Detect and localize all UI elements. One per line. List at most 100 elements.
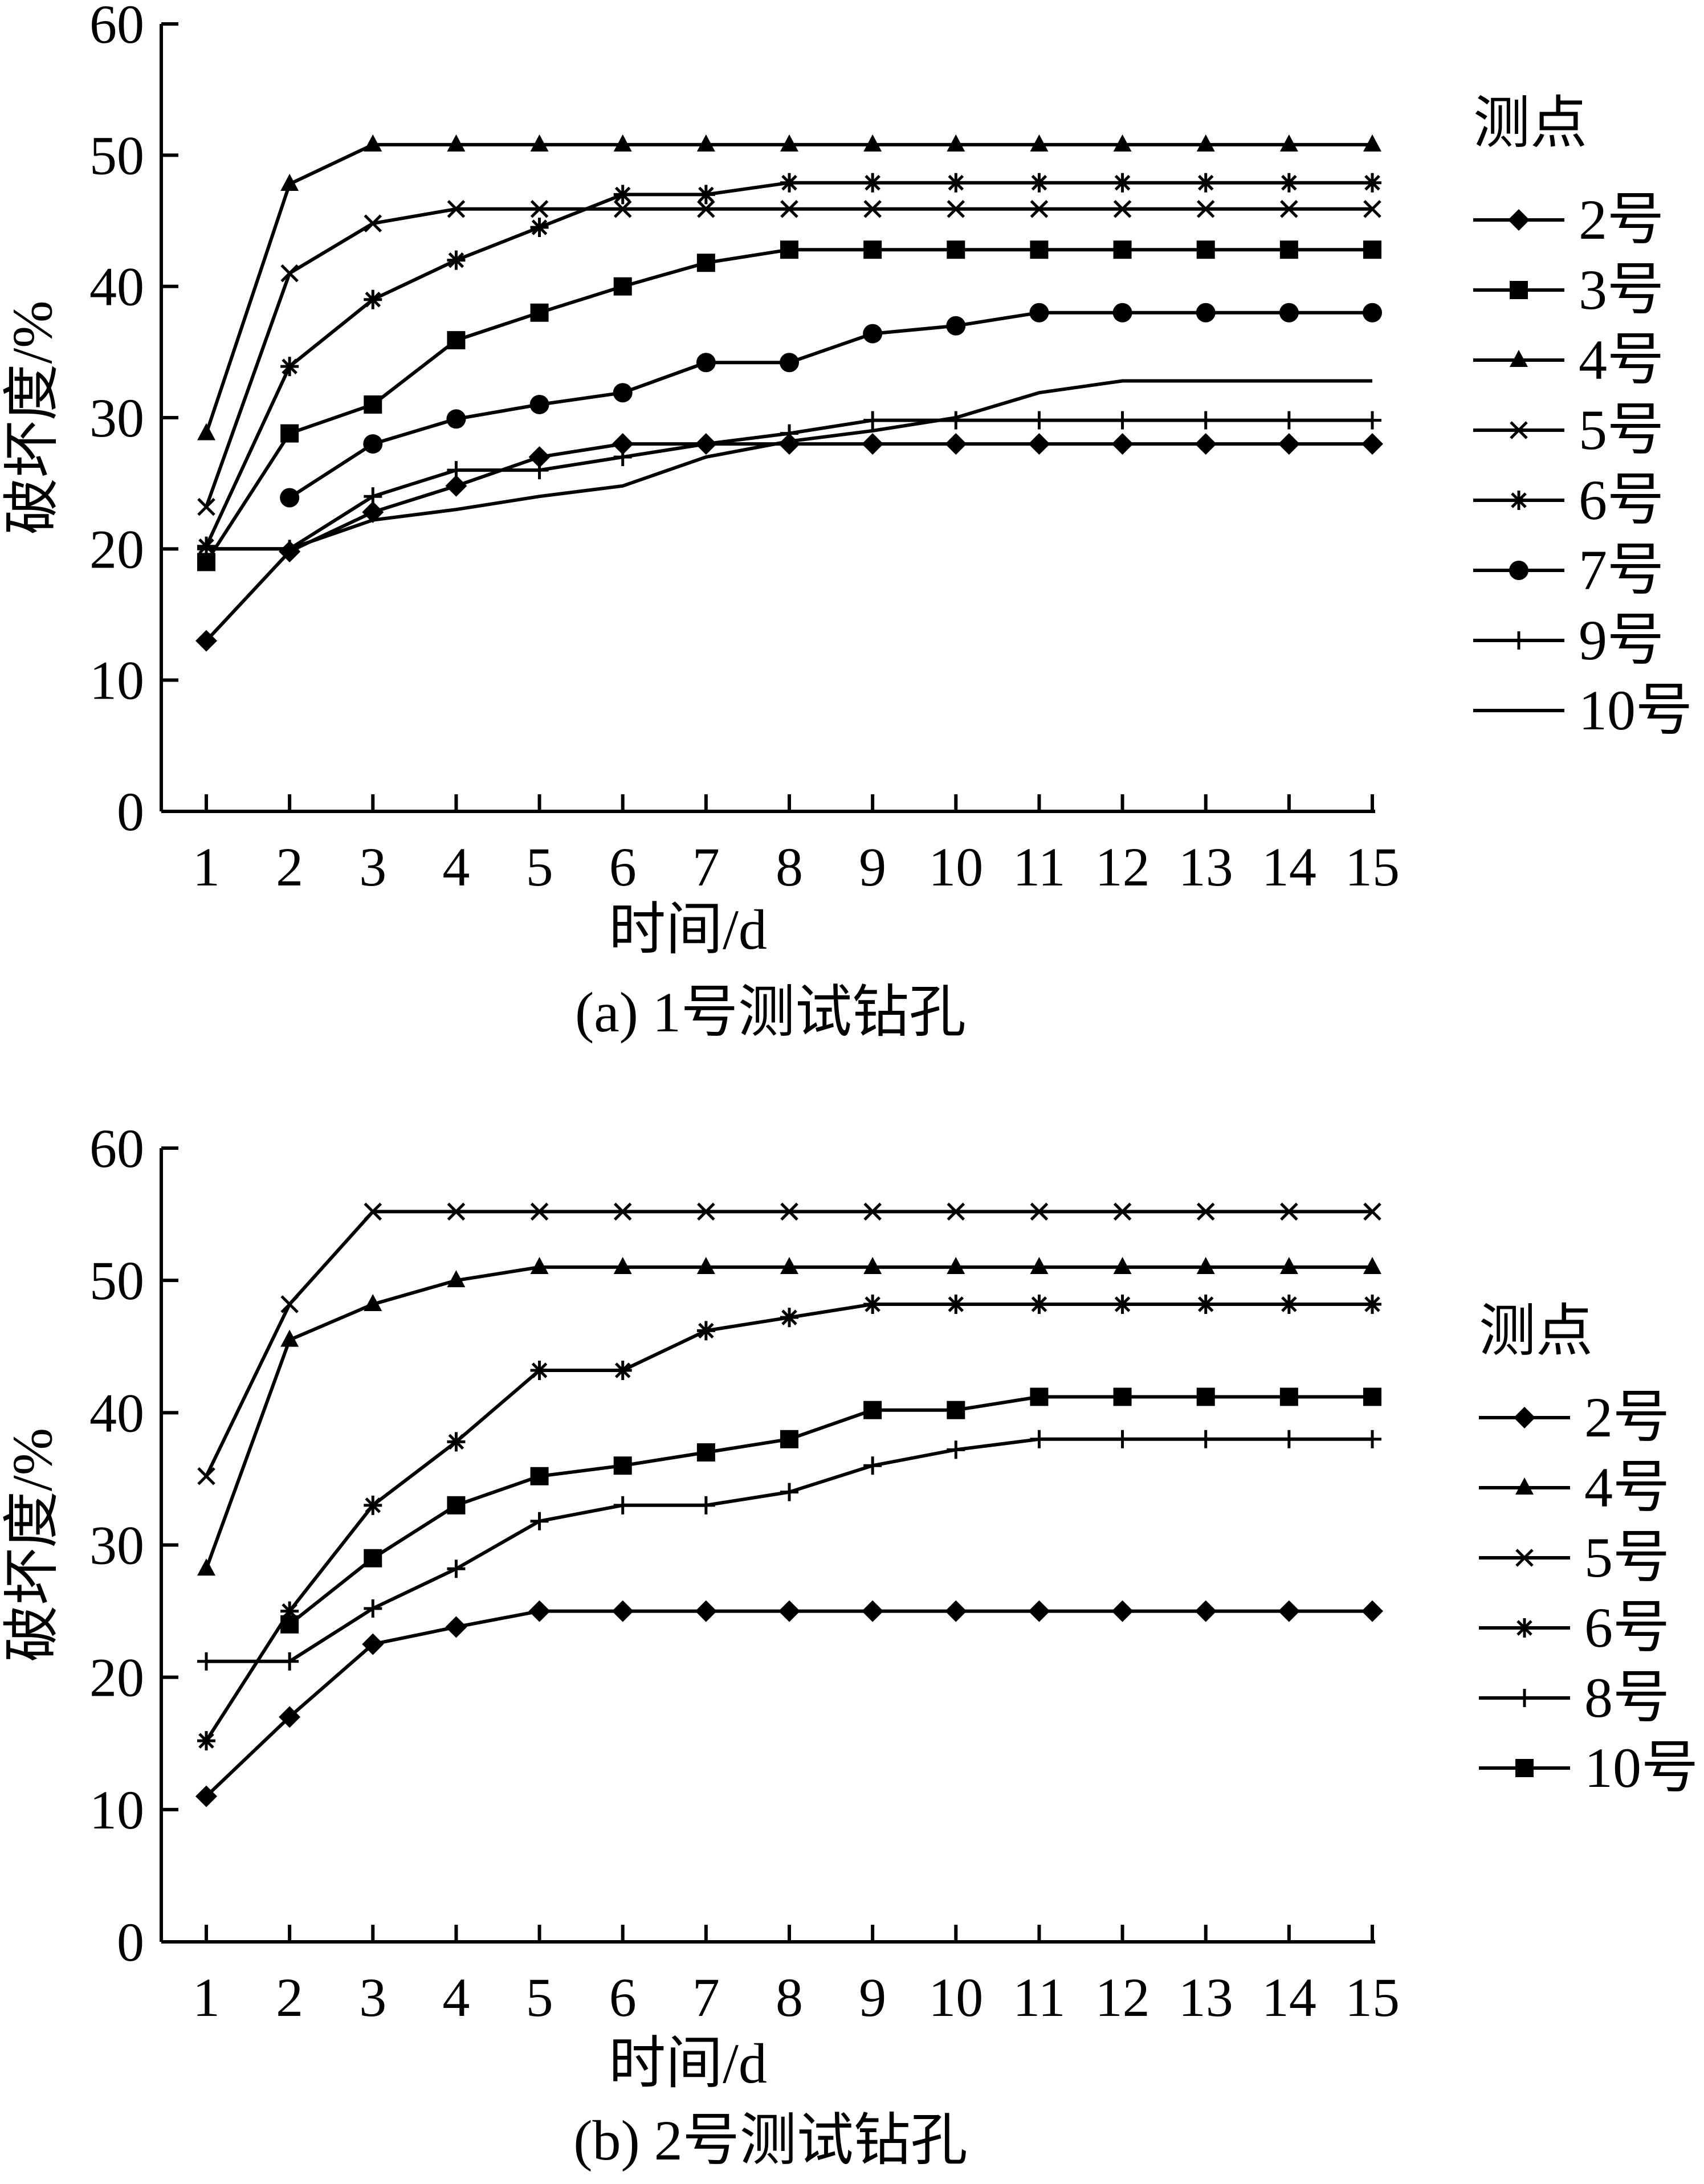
data-point [1113, 1430, 1132, 1448]
series-4号 [197, 134, 1381, 440]
data-point [445, 1616, 467, 1638]
data-point [1113, 1387, 1132, 1406]
data-point [279, 1706, 301, 1728]
data-point [780, 424, 798, 443]
y-tick-label: 30 [89, 387, 144, 448]
data-point [195, 1785, 217, 1807]
y-tick-label: 50 [89, 1250, 144, 1311]
data-point [1279, 1387, 1298, 1406]
data-point [197, 497, 215, 516]
series-10号 [280, 1387, 1381, 1634]
data-point [1113, 240, 1132, 259]
data-point [447, 1496, 466, 1514]
data-point [1279, 1430, 1298, 1448]
data-point [862, 1600, 884, 1622]
y-tick-label: 10 [89, 650, 144, 711]
data-point [530, 1256, 549, 1274]
x-tick-label: 3 [359, 836, 386, 897]
x-tick-label: 5 [526, 836, 553, 897]
legend-marker [1510, 281, 1528, 299]
series-line [206, 379, 1372, 551]
data-point [530, 1467, 549, 1485]
legend-entry: 6号 [1473, 468, 1664, 532]
data-point [613, 1361, 632, 1381]
data-point [447, 134, 466, 152]
series-9号 [197, 411, 1381, 558]
data-point [197, 423, 215, 440]
data-point [1030, 411, 1049, 430]
data-point [1195, 433, 1217, 455]
data-point [947, 1440, 965, 1459]
x-tick-label: 4 [442, 836, 470, 897]
x-tick-label: 7 [692, 836, 720, 897]
legend-marker [1510, 421, 1528, 439]
data-point [447, 200, 466, 218]
data-point [1113, 134, 1132, 152]
legend-label: 5号 [1584, 1526, 1670, 1589]
data-point [778, 433, 800, 455]
data-point [1030, 134, 1049, 152]
legend-entry: 8号 [1479, 1666, 1670, 1729]
data-point [530, 134, 549, 152]
series-2号 [195, 433, 1383, 652]
legend-label: 10号 [1584, 1736, 1698, 1799]
data-point [446, 409, 466, 429]
data-point [947, 1202, 965, 1221]
data-point [364, 1549, 382, 1567]
data-point [947, 134, 965, 152]
data-point [1196, 173, 1215, 193]
legend-entry: 10号 [1473, 679, 1693, 742]
data-point [696, 185, 715, 205]
x-tick-label: 14 [1262, 1967, 1316, 2028]
data-point [697, 1202, 715, 1221]
data-point [280, 1615, 299, 1634]
data-point [1196, 1294, 1215, 1314]
y-axis-label: 破坏度/% [1, 1428, 64, 1662]
data-point [1363, 173, 1381, 193]
data-point [612, 1600, 634, 1622]
y-tick-label: 60 [89, 0, 144, 55]
data-point [613, 200, 632, 218]
legend-entry: 10号 [1479, 1736, 1698, 1799]
data-point [1363, 1256, 1381, 1274]
data-point [364, 1293, 382, 1311]
data-point [696, 1256, 715, 1274]
data-point [1363, 1387, 1381, 1406]
data-point [197, 1731, 215, 1751]
data-point [1363, 303, 1382, 323]
data-point [1363, 1430, 1381, 1448]
legend-marker [1515, 1549, 1534, 1567]
data-point [778, 1600, 800, 1622]
data-point [1029, 303, 1049, 323]
y-tick-label: 40 [89, 256, 144, 317]
data-point [530, 1202, 549, 1221]
legend-label: 9号 [1579, 609, 1664, 672]
data-point [1363, 411, 1381, 430]
x-tick-label: 12 [1095, 1967, 1150, 2028]
data-point [1363, 1202, 1381, 1221]
legend-label: 2号 [1584, 1386, 1670, 1449]
data-point [1196, 1256, 1215, 1274]
series-6号 [197, 1294, 1381, 1751]
series-5号 [197, 200, 1381, 516]
data-point [1028, 1600, 1050, 1622]
data-point [1361, 433, 1383, 455]
x-tick-label: 1 [193, 836, 220, 897]
x-tick-label: 8 [776, 1967, 803, 2028]
x-axis-label: 时间/d [609, 2032, 767, 2095]
data-point [1363, 1294, 1381, 1314]
data-point [1279, 240, 1298, 259]
data-point [613, 134, 632, 152]
data-point [696, 1321, 715, 1341]
data-point [1196, 240, 1215, 259]
data-point [613, 383, 633, 403]
legend-entry: 5号 [1473, 398, 1664, 462]
x-tick-label: 6 [609, 836, 637, 897]
data-point [612, 433, 634, 455]
data-point [364, 395, 382, 414]
legend-entry: 9号 [1473, 609, 1664, 672]
legend-entry: 3号 [1473, 258, 1664, 321]
data-point [447, 1202, 466, 1221]
legend-label: 7号 [1579, 538, 1664, 602]
data-point [529, 394, 549, 414]
